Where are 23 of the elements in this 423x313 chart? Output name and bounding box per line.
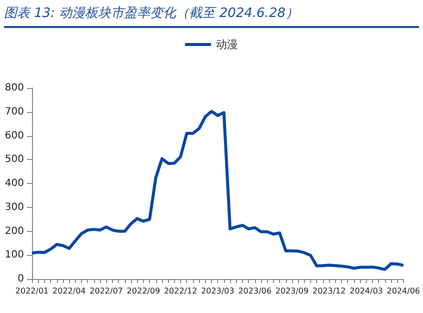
y-tick-label: 500 — [4, 154, 24, 166]
y-tick-label: 600 — [4, 130, 24, 142]
y-tick-label: 100 — [4, 250, 24, 261]
x-tick-label: 2024/06 — [386, 286, 420, 296]
y-tick-label: 300 — [4, 202, 24, 213]
x-tick-label: 2022/01 — [15, 286, 49, 296]
y-tick-label: 0 — [18, 274, 24, 284]
legend-label: 动漫 — [216, 38, 238, 51]
x-tick-label: 2023/12 — [312, 286, 346, 296]
chart-title: 图表 13: 动漫板块市盈率变化（截至 2024.6.28） — [4, 4, 419, 28]
line-series — [30, 110, 405, 271]
x-tick-label: 2022/12 — [164, 286, 198, 296]
x-tick-label: 2022/07 — [90, 286, 123, 296]
x-tick-label: 2023/03 — [201, 286, 234, 296]
y-tick-label: 700 — [4, 106, 24, 118]
x-tick-label: 2023/09 — [275, 286, 309, 296]
x-tick-label: 2023/06 — [238, 286, 272, 296]
x-tick-label: 2022/04 — [52, 286, 86, 296]
x-tick-label: 2024/03 — [350, 286, 383, 296]
y-tick-label: 200 — [4, 226, 24, 237]
y-tick-label: 800 — [4, 82, 24, 94]
x-tick-label: 2022/09 — [126, 286, 160, 296]
y-tick-label: 400 — [4, 178, 24, 189]
